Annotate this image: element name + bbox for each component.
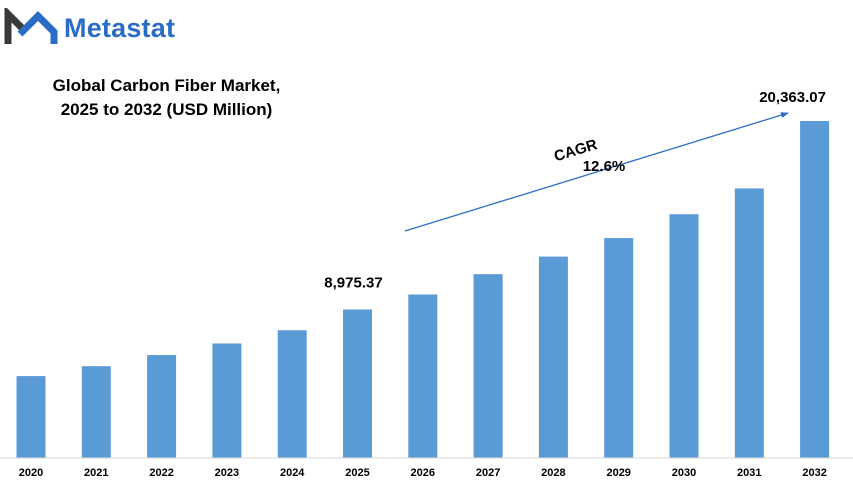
logo-text: Metastat (64, 12, 176, 43)
x-tick-label: 2029 (606, 467, 630, 479)
x-tick-label: 2022 (149, 467, 173, 479)
x-tick-label: 2026 (411, 467, 435, 479)
bar-2029 (604, 238, 634, 458)
end-value-label: 20,363.07 (759, 89, 826, 106)
x-tick-label: 2021 (84, 467, 108, 479)
bar-2030 (669, 214, 699, 458)
bar-2031 (734, 188, 764, 459)
cagr-value: 12.6% (583, 158, 626, 175)
bar-2027 (473, 274, 503, 458)
bar-2032 (800, 121, 830, 458)
bar-2020 (16, 376, 46, 458)
bar-2023 (212, 343, 242, 458)
bar-2028 (538, 256, 568, 458)
metastat-logo: Metastat (4, 6, 175, 50)
bar-2026 (408, 294, 438, 458)
x-tick-label: 2020 (19, 467, 43, 479)
chart-title: Global Carbon Fiber Market, (52, 76, 281, 95)
bar-2025 (343, 309, 372, 458)
metastat-m-logo-icon (4, 8, 58, 44)
x-tick-label: 2032 (802, 467, 826, 479)
bar-2021 (81, 366, 111, 458)
bar-2022 (147, 355, 177, 458)
x-tick-label: 2031 (737, 467, 761, 479)
bar-2024 (277, 330, 307, 458)
x-tick-label: 2023 (215, 467, 239, 479)
cagr-arrow (404, 112, 789, 232)
chart-title-block: Global Carbon Fiber Market, 2025 to 2032… (0, 74, 333, 122)
x-tick-label: 2030 (672, 467, 696, 479)
x-tick-label: 2025 (345, 467, 369, 479)
start-value-label: 8,975.37 (324, 274, 382, 291)
x-tick-label: 2024 (280, 467, 305, 479)
x-tick-label: 2028 (541, 467, 565, 479)
x-tick-label: 2027 (476, 467, 500, 479)
chart-subtitle: 2025 to 2032 (USD Million) (60, 100, 273, 119)
